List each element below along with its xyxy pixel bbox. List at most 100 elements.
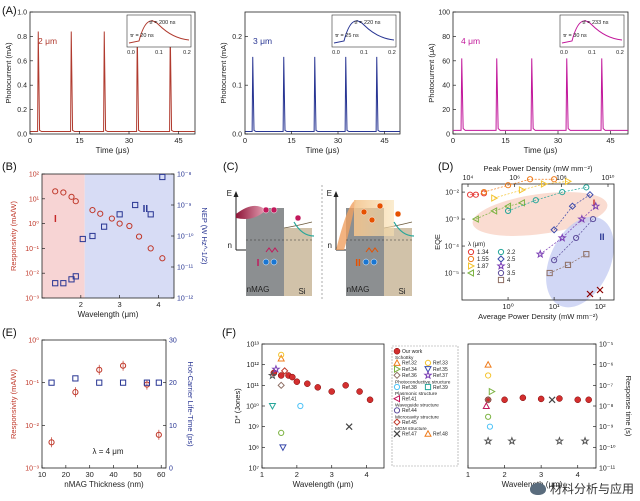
our-work-point: [304, 380, 311, 387]
x-axis-label: Wavelength (μm): [78, 310, 139, 319]
responsivity-point: [159, 255, 166, 262]
eqe-point: [504, 202, 512, 211]
eqe-point: [589, 215, 597, 223]
nep-point: [116, 211, 123, 218]
y-tick-label: 30: [169, 338, 177, 345]
x-tick-label: 15: [287, 136, 295, 145]
x-tick-label: 45: [380, 136, 388, 145]
y-tick-label: 10⁻⁶: [599, 362, 613, 369]
photocurrent-plot-frame: [452, 11, 629, 135]
photon-squiggle: [265, 247, 279, 253]
region-label: II: [143, 204, 149, 215]
our-work-point: [484, 396, 492, 404]
barrier-edge: [283, 221, 313, 229]
x-tick-label: 1: [466, 470, 470, 479]
y-tick-label: 10⁰: [28, 220, 39, 228]
eqe-point: [586, 191, 594, 199]
hole: [262, 258, 270, 266]
eqe-point: [540, 180, 548, 188]
si-block: [284, 228, 312, 296]
eqe-point: [490, 207, 498, 215]
electron: [270, 206, 278, 214]
y-axis-label: Responsivity (mA/W): [9, 200, 18, 271]
hole: [362, 258, 370, 266]
legend-marker: [424, 383, 432, 391]
x-axis-label: Time (μs): [96, 146, 130, 155]
eqe-point: [557, 233, 567, 242]
x-tick-label: 15: [75, 136, 83, 145]
y-tick-label: 10⁻²: [25, 423, 39, 430]
y-axis-label: Hot-Carrier Life-Time (ps): [186, 361, 195, 447]
x-tick-label: 40: [109, 470, 117, 479]
eqe-point: [526, 176, 534, 183]
lifetime-point: [72, 375, 79, 382]
x-tick-label: 4: [576, 470, 580, 479]
band-diagram-i: En nMAG Si I: [227, 189, 315, 296]
y-tick-label: 10⁻⁵: [599, 342, 613, 349]
y-tick-label: 0: [446, 132, 450, 139]
legend-label: 2: [477, 271, 481, 277]
lifetime-point: [143, 379, 151, 386]
eqe-point: [583, 251, 590, 258]
watermark-text: 材料分析与应用: [549, 482, 634, 496]
legend-marker: [393, 347, 401, 355]
eqe-point: [583, 184, 590, 191]
electron: [262, 206, 270, 214]
eqe-point: [551, 257, 558, 264]
responsivity-point: [96, 366, 103, 373]
y-tick-label: 10⁻⁸: [177, 172, 191, 179]
y-tick-label: 0.1: [232, 83, 242, 90]
legend-label: Our work: [402, 349, 423, 355]
y-tick-label: 40: [442, 83, 450, 90]
y-tick-label: 20: [169, 380, 177, 387]
x-tick-label: 4: [156, 300, 160, 309]
eqe-point: [472, 191, 479, 198]
legend-label: 3: [507, 264, 511, 270]
legend-marker: [466, 269, 474, 277]
panel-label: (B): [2, 161, 17, 173]
legend-label: Ref.34: [402, 367, 417, 373]
energy-axis-arrow: [333, 191, 339, 197]
inset-trace: [333, 20, 395, 44]
reference-point: [278, 429, 285, 436]
lifetime-point: [48, 379, 55, 386]
legend-marker: [424, 366, 432, 374]
nep-point: [72, 273, 79, 280]
electron: [394, 210, 402, 218]
responsivity-point: [135, 233, 143, 240]
x-tick-label: 2: [502, 470, 506, 479]
legend-section: Photoconductive structure: [395, 379, 451, 385]
eqe-point: [504, 207, 512, 215]
y-tick-label: 10¹⁰: [246, 403, 259, 411]
y-axis-label: Photocurrent (mA): [4, 42, 13, 104]
eqe-series-line: [483, 178, 555, 193]
eqe-point: [577, 214, 587, 224]
substrate-label: Si: [398, 287, 405, 296]
si-block: [384, 228, 412, 296]
legend-label: Ref.48: [433, 432, 448, 438]
x-tick-label: 3: [539, 470, 543, 479]
reference-point: [485, 372, 492, 379]
x-tick-label: 0: [451, 136, 455, 145]
nep-point: [132, 201, 139, 209]
y-tick-label: 10⁻¹¹: [599, 466, 616, 473]
legend-label: Ref.36: [402, 373, 417, 379]
responsivity-point: [89, 207, 96, 214]
reference-point: [483, 436, 493, 446]
y-axis-label: D* (Jones): [233, 388, 242, 424]
energy-axis-arrow: [233, 191, 239, 197]
x-tick-label: 30: [554, 136, 562, 145]
reference-point: [507, 436, 517, 446]
panel-label: (C): [223, 161, 238, 173]
y-tick-label: 10⁰: [28, 337, 39, 345]
y-tick-label: 10⁻⁷: [599, 383, 613, 390]
y-axis-label: Responsivity (mA/W): [9, 368, 18, 439]
wavelength-label: 4 μm: [461, 36, 480, 46]
lifetime-point: [96, 379, 103, 386]
inset-rise-time: τr = 30 ns: [563, 33, 587, 39]
inset-fall-time: τf = 220 ns: [354, 20, 381, 26]
y-tick-label: 10¹¹: [247, 383, 260, 390]
eqe-point: [559, 188, 566, 196]
legend-label: Ref.39: [433, 385, 448, 391]
responsivity-point: [72, 389, 79, 396]
